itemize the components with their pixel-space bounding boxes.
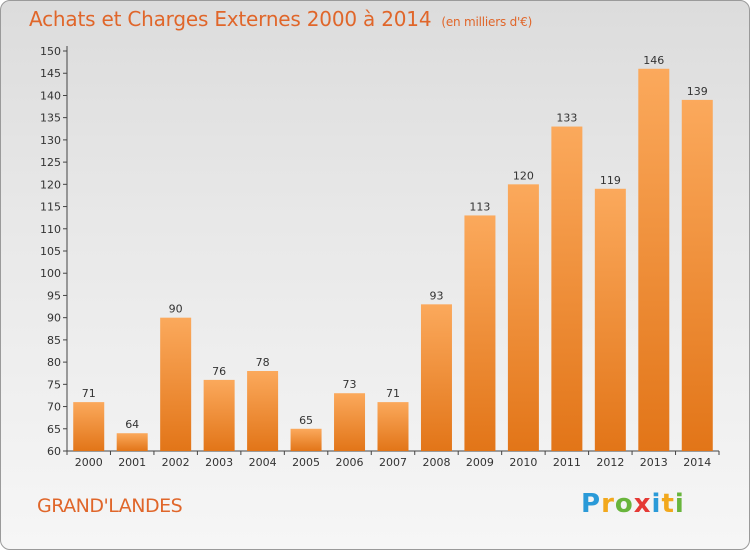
y-tick-label: 65 [47, 423, 61, 436]
bars [73, 68, 713, 452]
logo-letter: i [651, 489, 662, 519]
bar [594, 188, 626, 451]
data-labels: 71 64 90 76 78 65 73 71 93 113 120 133 119 146 139 [82, 54, 708, 431]
bar [638, 68, 670, 452]
data-label: 90 [169, 303, 183, 316]
data-label: 120 [513, 169, 534, 182]
bar [290, 428, 322, 451]
chart-title-text: Achats et Charges Externes 2000 à 2014 [29, 7, 432, 31]
bar [334, 393, 366, 451]
bar [73, 402, 105, 451]
x-tick-label: 2011 [553, 456, 581, 469]
data-label: 119 [600, 174, 621, 187]
x-tick-label: 2009 [466, 456, 494, 469]
data-label: 133 [556, 112, 577, 125]
y-tick-label: 125 [40, 156, 61, 169]
y-tick-label: 135 [40, 112, 61, 125]
x-tick-label: 2005 [292, 456, 320, 469]
logo-letter: r [601, 489, 615, 519]
x-tick-label: 2003 [205, 456, 233, 469]
y-tick-label: 95 [47, 289, 61, 302]
y-tick-label: 140 [40, 89, 61, 102]
y-tick-label: 145 [40, 67, 61, 80]
x-tick-label: 2012 [596, 456, 624, 469]
data-label: 113 [469, 200, 490, 213]
x-tick-label: 2013 [640, 456, 668, 469]
y-tick-label: 105 [40, 245, 61, 258]
y-tick-label: 110 [40, 223, 61, 236]
y-tick-label: 85 [47, 334, 61, 347]
x-tick-label: 2004 [249, 456, 277, 469]
y-tick-label: 75 [47, 378, 61, 391]
axes: 60 65 70 75 80 85 90 95 100 105 110 115 120 125 130 135… [40, 45, 720, 469]
x-tick-label: 2001 [118, 456, 146, 469]
bar [247, 371, 279, 451]
logo-letter: x [633, 489, 652, 519]
logo-letter: i [674, 489, 685, 519]
data-label: 78 [256, 356, 270, 369]
x-tick-label: 2014 [683, 456, 711, 469]
y-tick-label: 60 [47, 445, 61, 458]
bar [203, 379, 235, 451]
data-label: 64 [125, 418, 139, 431]
commune-name: GRAND'LANDES [37, 495, 183, 517]
bar [377, 402, 409, 451]
logo-letter: t [661, 489, 675, 519]
data-label: 93 [429, 289, 443, 302]
y-tick-label: 150 [40, 45, 61, 58]
y-tick-label: 90 [47, 312, 61, 325]
bar [507, 184, 539, 452]
y-tick-label: 70 [47, 401, 61, 414]
bar [551, 126, 583, 452]
y-tick-label: 120 [40, 178, 61, 191]
data-label: 73 [343, 378, 357, 391]
x-tick-label: 2010 [509, 456, 537, 469]
data-label: 71 [82, 387, 96, 400]
data-label: 146 [643, 54, 664, 67]
x-tick-label: 2000 [75, 456, 103, 469]
logo-letter: P [581, 489, 602, 519]
proxiti-logo: Proxiti [581, 489, 685, 519]
data-label: 71 [386, 387, 400, 400]
bar [420, 304, 452, 451]
bar [464, 215, 496, 451]
chart-title: Achats et Charges Externes 2000 à 2014 (e… [29, 7, 532, 31]
data-label: 76 [212, 365, 226, 378]
data-label: 65 [299, 414, 313, 427]
y-tick-label: 130 [40, 134, 61, 147]
bar [116, 433, 148, 451]
y-tick-label: 100 [40, 267, 61, 280]
y-tick-label: 115 [40, 201, 61, 214]
x-tick-label: 2002 [162, 456, 190, 469]
data-label: 139 [687, 85, 708, 98]
x-tick-label: 2008 [422, 456, 450, 469]
x-tick-label: 2006 [336, 456, 364, 469]
y-tick-label: 80 [47, 356, 61, 369]
x-tick-label: 2007 [379, 456, 407, 469]
bar [160, 317, 192, 451]
bar [681, 99, 713, 451]
chart-unit: (en milliers d'€) [441, 15, 533, 29]
logo-letter: o [614, 489, 634, 519]
